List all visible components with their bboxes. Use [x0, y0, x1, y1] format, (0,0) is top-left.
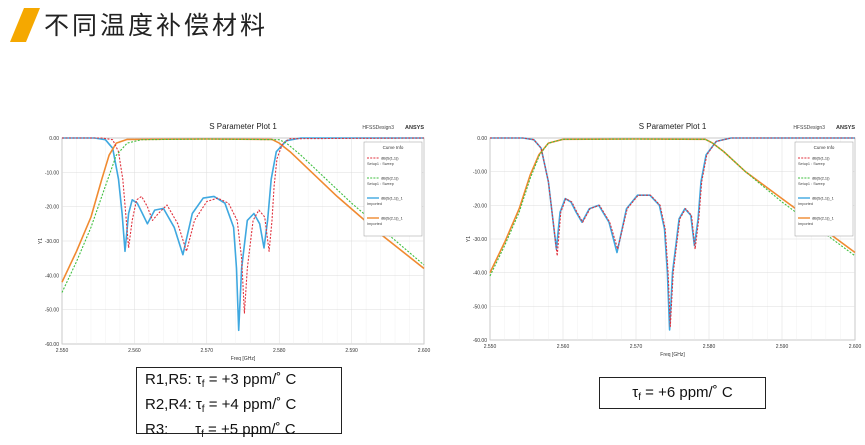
x-tick-label: 2.560: [128, 348, 141, 354]
tf-line-r1-r5: R1,R5: τf = +3 ppm/˚ C: [145, 370, 341, 395]
chart-title: S Parameter Plot 1: [639, 122, 707, 131]
y-tick-label: 0.00: [49, 136, 59, 142]
x-axis-label: Freq [GHz]: [231, 356, 256, 362]
legend-entry-name: dB(S(2,1))_1: [381, 217, 403, 221]
design-label: HFSSDesign3: [362, 125, 394, 131]
y-tick-label: -50.00: [45, 308, 59, 314]
x-tick-label: 2.590: [345, 348, 358, 354]
tau-subscript: f: [201, 404, 205, 415]
tf-note-left: R1,R5: τf = +3 ppm/˚ C R2,R4: τf = +4 pp…: [136, 367, 342, 440]
ansys-logo: ANSYS: [405, 125, 424, 131]
y-tick-label: -30.00: [45, 239, 59, 245]
y-tick-label: -40.00: [473, 271, 487, 277]
tau-symbol: τ: [195, 371, 202, 388]
tf-line-label: R3:: [145, 421, 169, 438]
x-tick-label: 2.560: [557, 344, 570, 350]
series-line-dbs21: [489, 138, 856, 277]
x-tick-label: 2.600: [849, 344, 862, 350]
tf-line-r2-r4: R2,R4: τf = +4 ppm/˚ C: [145, 395, 341, 420]
legend-entry-source: Imported: [798, 202, 813, 206]
legend-entry-name: dB(S(1,1)): [812, 157, 830, 161]
tf-value: = +3 ppm/˚ C: [204, 371, 297, 388]
y-tick-label: -10.00: [45, 170, 59, 176]
y-tick-label: -60.00: [45, 342, 59, 348]
x-tick-label: 2.590: [776, 344, 789, 350]
chart-title: S Parameter Plot 1: [209, 122, 277, 131]
y-tick-label: -20.00: [45, 205, 59, 211]
tau-symbol: τ: [632, 384, 639, 401]
y-tick-label: -10.00: [473, 170, 487, 176]
series-line-dbs11: [490, 137, 855, 328]
series-line-dbs11: [62, 137, 425, 314]
series-line-dbs211: [61, 138, 425, 283]
y-axis-label: Y1: [466, 236, 472, 242]
y-tick-label: -60.00: [473, 338, 487, 344]
y-tick-label: -40.00: [45, 273, 59, 279]
legend-entry-source: Setup1 : Sweep: [798, 182, 825, 186]
x-tick-label: 2.580: [703, 344, 716, 350]
legend-entry-source: Imported: [367, 202, 382, 206]
series-line-dbs21: [61, 138, 425, 293]
tau-symbol: τ: [195, 396, 202, 413]
tau-subscript: f: [201, 429, 204, 440]
page-title: 不同温度补偿材料: [44, 11, 269, 40]
plot-svg: S Parameter Plot 1 HFSSDesign3 ANSYS 2.550 2…: [462, 116, 865, 362]
ansys-logo: ANSYS: [836, 125, 855, 131]
legend-entry-name: dB(S(1,1))_1: [381, 197, 403, 201]
legend-entry-source: Setup1 : Sweep: [798, 162, 825, 166]
design-label: HFSSDesign3: [793, 125, 825, 131]
tf-line-label: R1,R5:: [145, 371, 192, 388]
series-line-dbs211: [489, 138, 856, 274]
tf-value: = +5 ppm/˚ C: [203, 421, 296, 438]
legend-entry-name: dB(S(2,1))_1: [812, 217, 834, 221]
tf-value: = +4 ppm/˚ C: [204, 396, 297, 413]
legend-entry-source: Setup1 : Sweep: [367, 182, 394, 186]
legend-title: Curve Info: [383, 145, 404, 150]
legend-title: Curve Info: [814, 145, 835, 150]
x-tick-label: 2.570: [201, 348, 214, 354]
legend-entry-source: Imported: [367, 222, 382, 226]
x-tick-label: 2.600: [418, 348, 431, 354]
y-tick-label: -30.00: [473, 237, 487, 243]
y-axis-label: Y1: [38, 238, 44, 244]
legend-entry-name: dB(S(1,1))_1: [812, 197, 834, 201]
s-parameter-plot-right: S Parameter Plot 1 HFSSDesign3 ANSYS 2.550 2…: [462, 116, 865, 362]
y-tick-label: -20.00: [473, 203, 487, 209]
y-tick-label: 0.00: [477, 136, 487, 142]
y-tick-label: -50.00: [473, 304, 487, 310]
legend-entry-name: dB(S(1,1)): [381, 157, 399, 161]
legend-entry-source: Imported: [798, 222, 813, 226]
legend-entry-name: dB(S(2,1)): [812, 177, 830, 181]
series-line-dbs111: [62, 137, 424, 332]
plot-svg: S Parameter Plot 1 HFSSDesign3 ANSYS 2.550 2…: [34, 116, 434, 366]
x-tick-label: 2.570: [630, 344, 643, 350]
x-tick-label: 2.580: [273, 348, 286, 354]
tf-note-right: τf = +6 ppm/˚ C: [599, 377, 766, 409]
tf-value: = +6 ppm/˚ C: [641, 384, 733, 401]
tau-symbol: τ: [195, 421, 202, 438]
s-parameter-plot-left: S Parameter Plot 1 HFSSDesign3 ANSYS 2.550 2…: [34, 116, 434, 366]
x-tick-label: 2.550: [56, 348, 69, 354]
tau-subscript: f: [638, 392, 641, 403]
title-accent-slash: [10, 8, 40, 42]
tau-subscript: f: [201, 379, 205, 390]
x-axis-label: Freq [GHz]: [660, 352, 685, 358]
tf-line-r3: R3: τf = +5 ppm/˚ C: [145, 420, 341, 445]
x-tick-label: 2.550: [484, 344, 497, 350]
tf-line-label: R2,R4:: [145, 396, 192, 413]
legend-entry-source: Setup1 : Sweep: [367, 162, 394, 166]
legend-entry-name: dB(S(2,1)): [381, 177, 399, 181]
